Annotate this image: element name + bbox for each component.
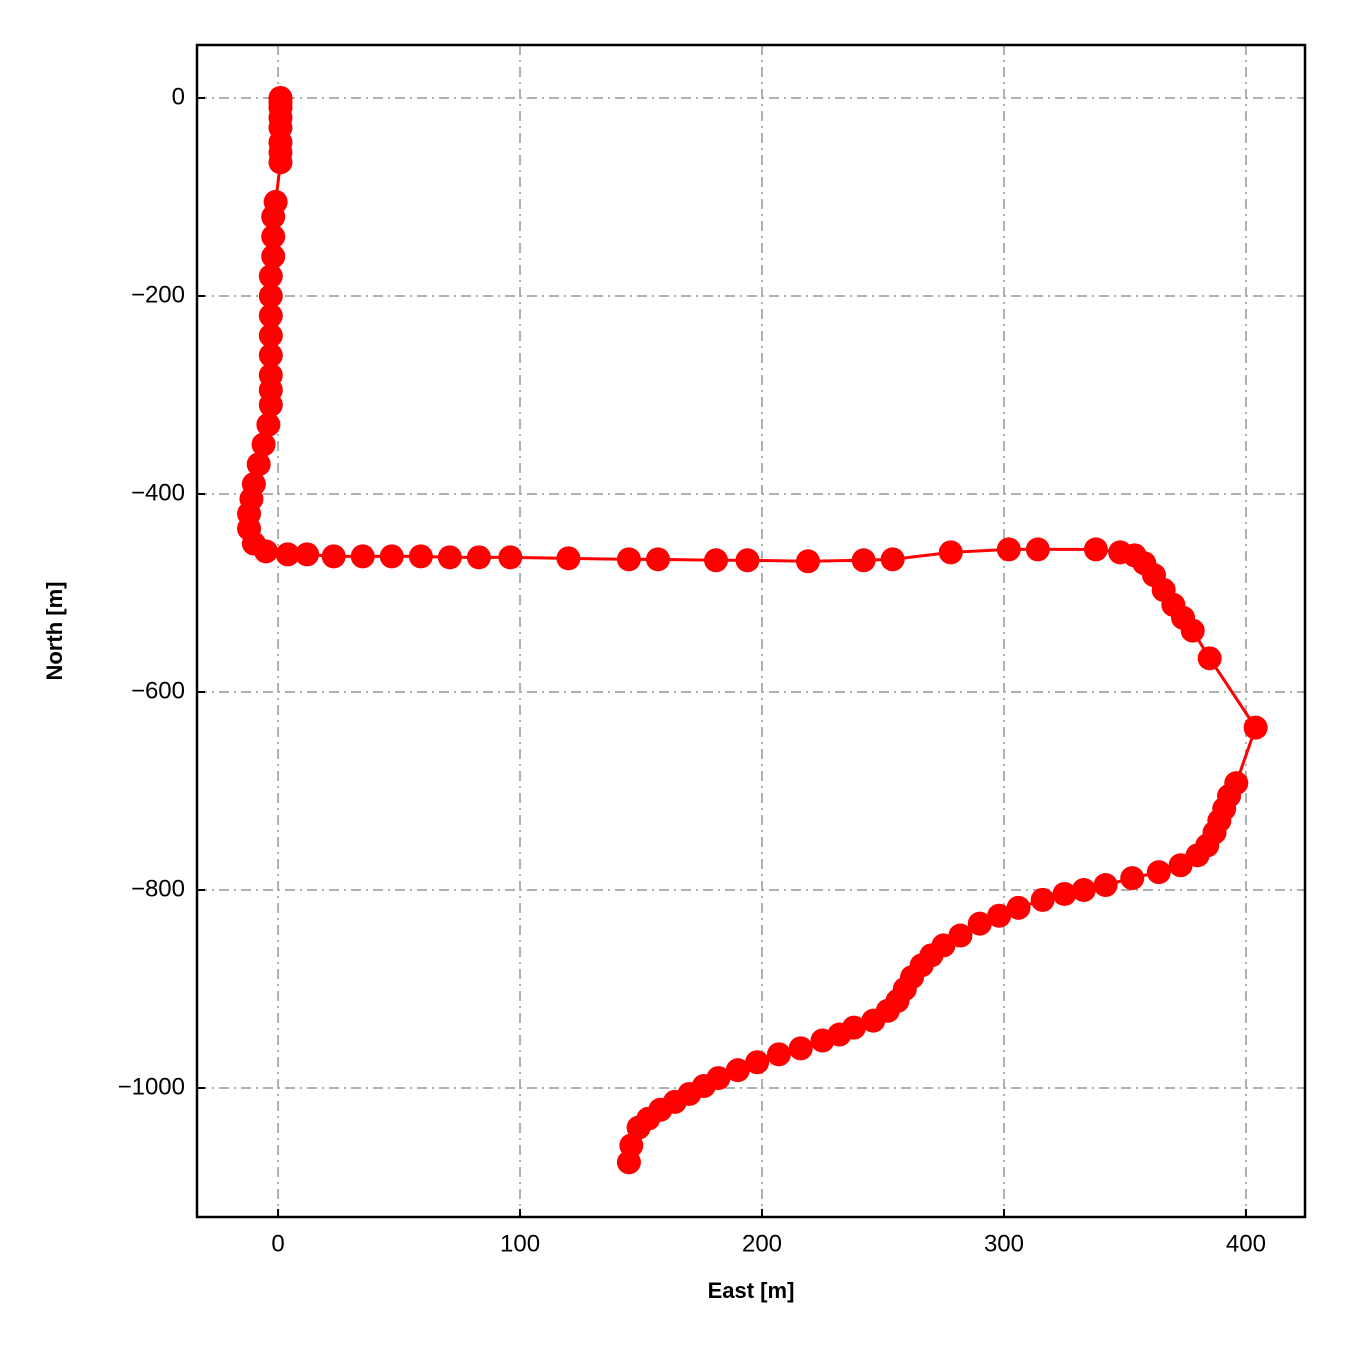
y-axis-title: North [m] bbox=[42, 582, 67, 681]
y-tick-label: −600 bbox=[131, 677, 185, 704]
x-tick-label: 0 bbox=[271, 1230, 284, 1257]
point bbox=[795, 549, 820, 574]
point bbox=[1168, 853, 1193, 878]
plot-frame bbox=[195, 43, 1307, 1219]
point bbox=[1197, 646, 1222, 671]
point bbox=[261, 224, 286, 249]
x-tick-label: 100 bbox=[500, 1230, 540, 1257]
point bbox=[258, 392, 283, 417]
point bbox=[1146, 860, 1171, 885]
point bbox=[1083, 537, 1108, 562]
point bbox=[725, 1058, 750, 1083]
point bbox=[1006, 895, 1031, 920]
point bbox=[261, 204, 286, 229]
point bbox=[745, 1050, 770, 1075]
point bbox=[1025, 537, 1050, 562]
point bbox=[556, 546, 581, 571]
point bbox=[996, 537, 1021, 562]
y-tick-label: −400 bbox=[131, 479, 185, 506]
point bbox=[1180, 618, 1205, 643]
point bbox=[851, 548, 876, 573]
point bbox=[246, 452, 271, 477]
point bbox=[616, 1150, 641, 1175]
point bbox=[645, 547, 670, 572]
point bbox=[466, 545, 491, 570]
point bbox=[1071, 877, 1096, 902]
x-tick-label: 400 bbox=[1226, 1230, 1266, 1257]
point bbox=[498, 545, 523, 570]
point bbox=[251, 432, 276, 457]
y-tick-label: −800 bbox=[131, 875, 185, 902]
point bbox=[256, 412, 281, 437]
point bbox=[766, 1042, 791, 1067]
point bbox=[408, 544, 433, 569]
point bbox=[258, 343, 283, 368]
point bbox=[987, 903, 1012, 928]
y-tick-label: −200 bbox=[131, 281, 185, 308]
point bbox=[616, 547, 641, 572]
point bbox=[1120, 866, 1145, 891]
point bbox=[437, 545, 462, 570]
y-tick-label: −1000 bbox=[118, 1073, 185, 1100]
point bbox=[1030, 887, 1055, 912]
x-tick-label: 200 bbox=[742, 1230, 782, 1257]
point bbox=[275, 542, 300, 567]
point bbox=[379, 544, 404, 569]
point bbox=[321, 544, 346, 569]
trajectory-line bbox=[247, 97, 1258, 1163]
point bbox=[1093, 873, 1118, 898]
point bbox=[861, 1008, 886, 1033]
point bbox=[880, 547, 905, 572]
point bbox=[258, 303, 283, 328]
point bbox=[1052, 881, 1077, 906]
point bbox=[261, 244, 286, 269]
point bbox=[258, 283, 283, 308]
point bbox=[704, 548, 729, 573]
point bbox=[967, 911, 992, 936]
point bbox=[253, 539, 278, 564]
point bbox=[350, 544, 375, 569]
point bbox=[735, 548, 760, 573]
x-axis-title: East [m] bbox=[708, 1278, 795, 1303]
point bbox=[938, 540, 963, 565]
point bbox=[788, 1036, 813, 1061]
point bbox=[258, 323, 283, 348]
point bbox=[268, 150, 293, 175]
y-tick-label: 0 bbox=[172, 83, 185, 110]
x-tick-label: 300 bbox=[984, 1230, 1024, 1257]
point bbox=[258, 264, 283, 289]
point bbox=[1243, 715, 1268, 740]
point bbox=[810, 1028, 835, 1053]
point bbox=[295, 542, 320, 567]
